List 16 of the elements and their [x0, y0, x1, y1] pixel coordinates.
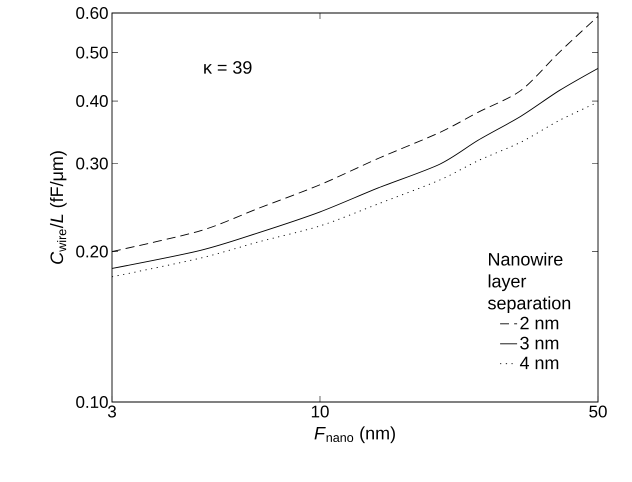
- y-tick-label: 0.10: [76, 396, 108, 408]
- x-tick-label: 50: [589, 406, 607, 418]
- legend-label: 3 nm: [520, 336, 558, 350]
- y-tick-label: 0.50: [76, 46, 108, 59]
- x-axis-title: F$_{nano}$ (nm): [314, 426, 395, 444]
- legend-label: 4 nm: [520, 356, 558, 370]
- annotation: κ = 39: [204, 61, 252, 74]
- y-axis-title: C$_{wire}$/L (fF/μm): [50, 151, 67, 264]
- y-tick-label: 0.60: [76, 6, 108, 19]
- y-tick-label: 0.40: [76, 95, 108, 108]
- y-tick-label: 0.20: [76, 246, 108, 258]
- legend-title: Nanowire layer separation: [488, 252, 570, 313]
- x-tick-label: 3: [108, 406, 116, 418]
- x-tick-label: 10: [312, 406, 329, 418]
- y-tick-label: 0.30: [76, 157, 108, 170]
- legend-label: 2 nm: [520, 316, 558, 330]
